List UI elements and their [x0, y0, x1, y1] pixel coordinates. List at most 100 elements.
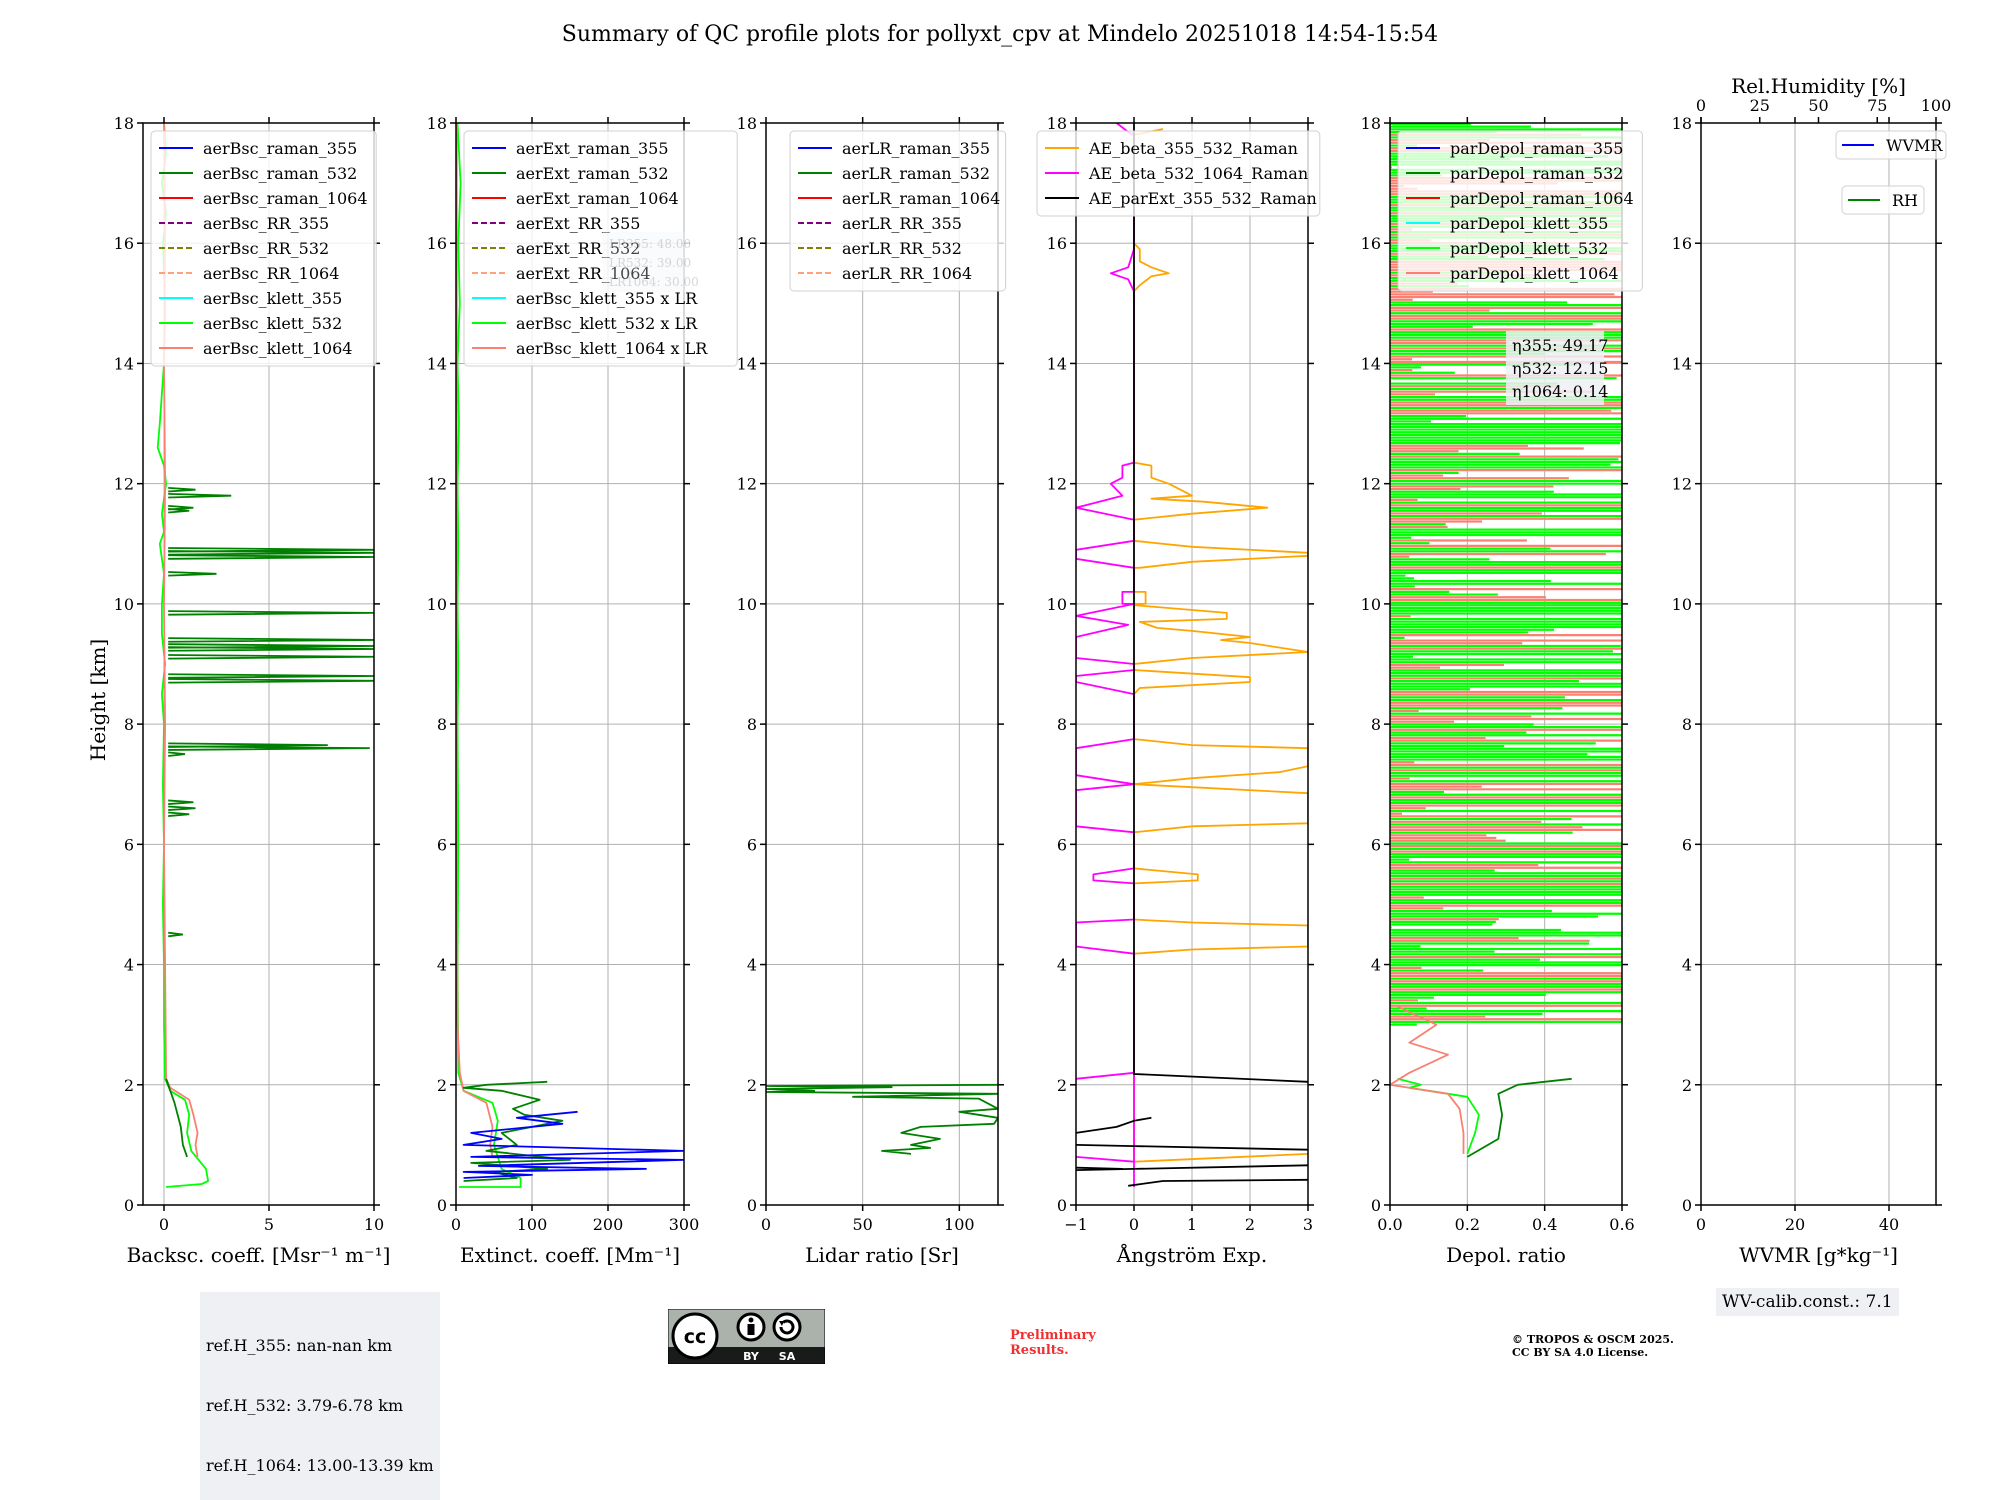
- y-tick-label: 6: [1371, 835, 1381, 854]
- y-tick-label: 6: [1057, 835, 1067, 854]
- y-tick-label: 8: [1371, 715, 1381, 734]
- series-AE-beta-532-1064-Raman: [1076, 123, 1135, 1187]
- annotation-line: η355: 49.17: [1512, 336, 1608, 355]
- axes-frame: [1389, 122, 1623, 1206]
- y-tick-label: 18: [114, 114, 134, 133]
- legend-angstrom: AE_beta_355_532_Raman AE_beta_532_1064_Ra…: [1036, 130, 1321, 217]
- legend-label: aerLR_raman_532: [842, 164, 990, 183]
- legend-lidar_ratio: aerLR_raman_355 aerLR_raman_532 aerLR_rama…: [789, 130, 1007, 292]
- x-tick-label: 5: [264, 1215, 274, 1234]
- x-tick-label: 0.0: [1377, 1215, 1402, 1234]
- legend-box: [1397, 130, 1643, 292]
- spike-mark: [168, 673, 374, 679]
- copyright-notice: © TROPOS & OSCM 2025. CC BY SA 4.0 Licen…: [1512, 1333, 1674, 1359]
- plot-area-angstrom: [1076, 123, 1308, 1187]
- legend-label: aerBsc_klett_532 x LR: [516, 314, 698, 333]
- y-tick-label: 8: [437, 715, 447, 734]
- x-tick-label: 100: [517, 1215, 548, 1234]
- y-tick-label: 14: [737, 354, 757, 373]
- legend-box: [1036, 130, 1321, 217]
- legend-label: aerExt_RR_532: [516, 239, 640, 258]
- legend-label: parDepol_klett_532: [1450, 239, 1608, 258]
- x-tick-label: 0: [451, 1215, 461, 1234]
- sa-icon: [772, 1312, 802, 1342]
- by-icon: [736, 1312, 766, 1342]
- spike-mark: [168, 486, 196, 493]
- series-AE-parExt-355-532-Raman-low2: [1076, 1144, 1308, 1151]
- legend-label: aerExt_RR_1064: [516, 264, 651, 283]
- spike-mark: [168, 571, 217, 577]
- preliminary-line-2: Results.: [1010, 1343, 1069, 1358]
- y-tick-label: 16: [427, 234, 447, 253]
- y-tick-label: 0: [1057, 1196, 1067, 1215]
- ref-height-355: ref.H_355: nan-nan km: [206, 1336, 393, 1355]
- y-tick-label: 12: [1361, 475, 1381, 494]
- legend-label: aerBsc_raman_1064: [203, 189, 368, 208]
- legend-label: parDepol_raman_355: [1450, 139, 1623, 158]
- legend-extinction: aerExt_raman_355 aerExt_raman_532 aerExt_r…: [463, 130, 738, 367]
- legend-label: aerBsc_raman_355: [203, 139, 357, 158]
- copyright-line-2: CC BY SA 4.0 License.: [1512, 1346, 1649, 1359]
- top-x-tick-label: 100: [1921, 96, 1952, 115]
- y-tick-label: 12: [114, 475, 134, 494]
- y-tick-label: 12: [1672, 475, 1692, 494]
- y-tick-label: 14: [427, 354, 447, 373]
- legend-label: aerBsc_RR_1064: [203, 264, 339, 283]
- figure-title: Summary of QC profile plots for pollyxt_…: [561, 22, 1439, 47]
- y-tick-label: 16: [1047, 234, 1067, 253]
- series-AE-parExt-355-532-Raman: [1133, 123, 1308, 1083]
- series-aerBsc-klett-1064-x-LR: [456, 123, 494, 1158]
- series-parDepol-raman-532: [1466, 1077, 1572, 1158]
- x-tick-label: 40: [1879, 1215, 1899, 1234]
- x-axis-label: Depol. ratio: [1446, 1243, 1566, 1267]
- series-aerBsc-klett-1064: [163, 123, 199, 1158]
- x-tick-label: 0: [1696, 1215, 1706, 1234]
- legend-label: aerLR_raman_1064: [842, 189, 1000, 208]
- y-tick-label: 16: [1361, 234, 1381, 253]
- cc-by-sa-badge: cc BY SA: [668, 1309, 825, 1364]
- y-tick-label: 12: [1047, 475, 1067, 494]
- x-axis-label: Backsc. coeff. [Msr⁻¹ m⁻¹]: [127, 1243, 391, 1267]
- copyright-line-1: © TROPOS & OSCM 2025.: [1512, 1333, 1674, 1346]
- legend-label: aerLR_RR_355: [842, 214, 962, 233]
- y-tick-label: 8: [747, 715, 757, 734]
- legend-depol: parDepol_raman_355 parDepol_raman_532 parD…: [1397, 130, 1643, 292]
- annotation-depol: η355: 49.17 η532: 12.15 η1064: 0.14: [1506, 331, 1608, 405]
- legend-label: aerExt_raman_532: [516, 164, 669, 183]
- legend-label: parDepol_klett_1064: [1450, 264, 1619, 283]
- preliminary-line-1: Preliminary: [1010, 1328, 1096, 1343]
- y-tick-label: 2: [437, 1076, 447, 1095]
- series-AE-beta-355-532-Raman: [1133, 128, 1308, 1163]
- legend-box: [1841, 185, 1925, 215]
- x-tick-label: 20: [1785, 1215, 1805, 1234]
- y-tick-label: 8: [124, 715, 134, 734]
- series-aerBsc-raman-532: [165, 1078, 188, 1158]
- spike-mark: [168, 799, 194, 805]
- x-tick-label: 2: [1245, 1215, 1255, 1234]
- x-tick-label: 100: [944, 1215, 975, 1234]
- series-AE-parExt-355-532-Raman-low3: [1076, 1164, 1308, 1171]
- y-tick-label: 16: [114, 234, 134, 253]
- y-tick-label: 2: [1682, 1076, 1692, 1095]
- x-tick-label: 50: [852, 1215, 872, 1234]
- x-axis-label: Lidar ratio [Sr]: [805, 1243, 959, 1267]
- spike-mark: [168, 554, 374, 560]
- y-tick-label: 10: [1672, 595, 1692, 614]
- axes-frame: [455, 122, 685, 1206]
- y-tick-label: 8: [1057, 715, 1067, 734]
- top-x-tick-label: 75: [1867, 96, 1887, 115]
- legend-label: aerLR_RR_532: [842, 239, 962, 258]
- y-tick-label: 16: [1672, 234, 1692, 253]
- spike-mark: [168, 508, 190, 514]
- preliminary-notice: Preliminary Results.: [1010, 1328, 1096, 1358]
- spike-mark: [168, 931, 184, 938]
- y-tick-label: 18: [1361, 114, 1381, 133]
- x-tick-label: 1: [1187, 1215, 1197, 1234]
- y-tick-label: 10: [114, 595, 134, 614]
- y-tick-label: 18: [427, 114, 447, 133]
- y-tick-label: 12: [737, 475, 757, 494]
- y-tick-label: 10: [1047, 595, 1067, 614]
- axes-frame: [142, 122, 375, 1206]
- legend-box: [1835, 130, 1947, 160]
